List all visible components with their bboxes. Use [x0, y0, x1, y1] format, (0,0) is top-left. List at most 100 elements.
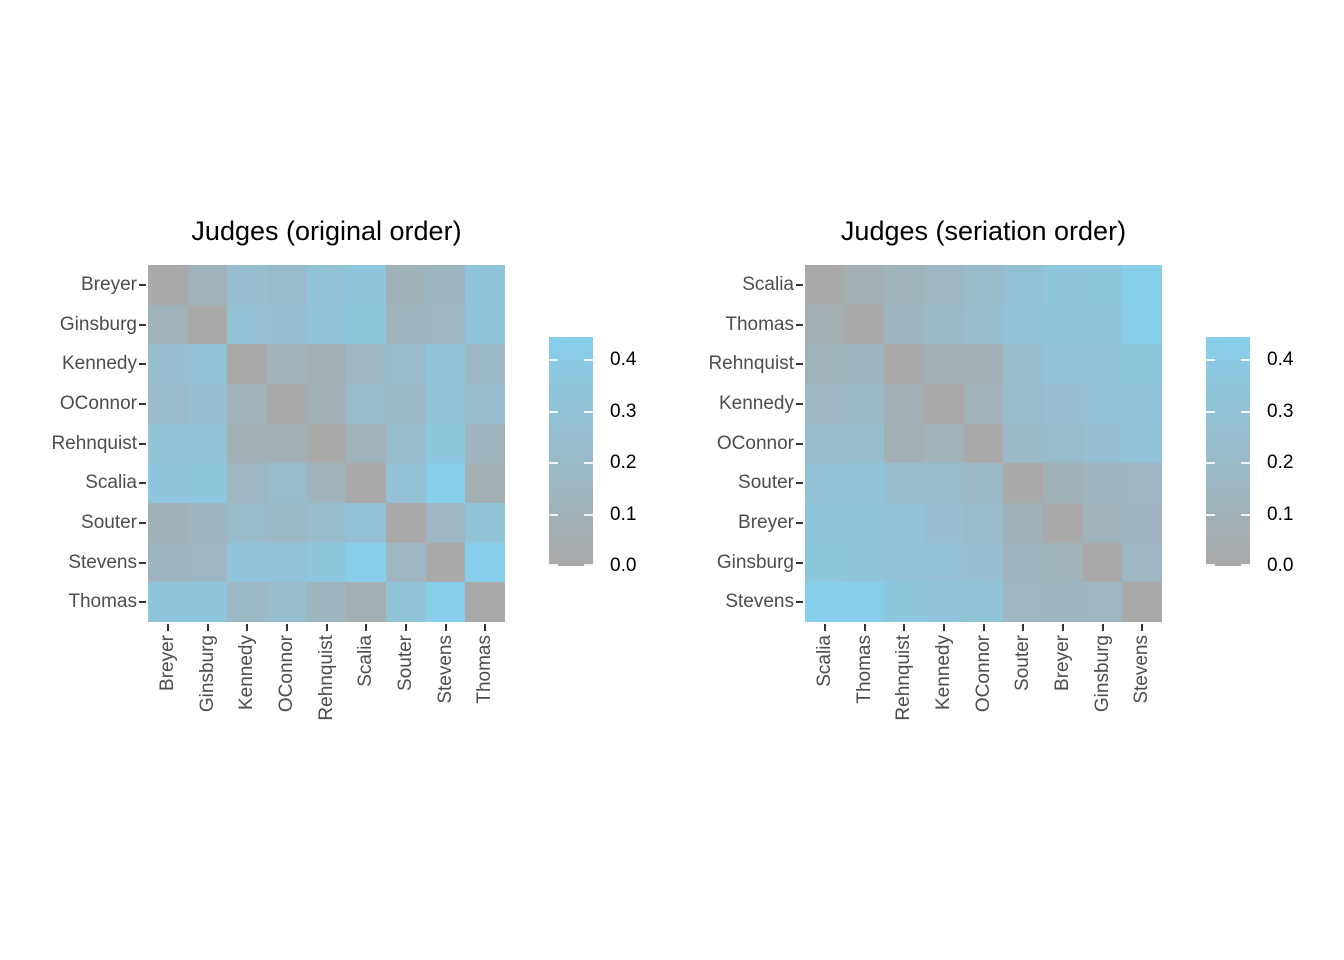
heatmap-cell	[844, 344, 885, 385]
heatmap-cell	[148, 423, 189, 464]
x-axis-tick	[903, 624, 906, 631]
x-axis-tick	[444, 624, 447, 631]
heatmap-cell	[148, 582, 189, 623]
legend-tick-label: 0.3	[1267, 400, 1294, 422]
x-axis-label: Stevens	[1131, 635, 1153, 704]
legend-tick-label: 0.1	[1267, 503, 1294, 525]
legend-tick-mark	[1241, 462, 1250, 465]
y-axis-tick	[139, 521, 146, 524]
heatmap-cell	[227, 503, 268, 544]
legend-gradient-bar	[1206, 337, 1250, 566]
legend-tick-mark	[549, 359, 558, 362]
heatmap-cell	[227, 265, 268, 306]
x-axis-label: Souter	[1012, 635, 1034, 691]
heatmap-cell	[306, 344, 347, 385]
heatmap-cell	[1122, 503, 1163, 544]
heatmap-cell	[963, 582, 1004, 623]
heatmap-cell	[1043, 463, 1084, 504]
heatmap-cell	[924, 304, 965, 345]
x-axis-tick	[942, 624, 945, 631]
heatmap-cell	[386, 344, 427, 385]
x-axis-label: Scalia	[813, 635, 835, 687]
heatmap-cell	[148, 384, 189, 425]
y-axis-tick	[796, 283, 803, 286]
heatmap-cell	[148, 344, 189, 385]
x-axis-label: Souter	[394, 635, 416, 691]
x-axis-label: Breyer	[1051, 635, 1073, 691]
heatmap-cell	[963, 384, 1004, 425]
y-axis-tick	[796, 402, 803, 405]
y-axis-tick	[796, 601, 803, 604]
legend-tick-mark	[1206, 513, 1215, 516]
y-axis-label: Stevens	[68, 551, 137, 573]
heatmap-cell	[227, 384, 268, 425]
heatmap-cell	[1043, 503, 1084, 544]
heatmap-cell	[227, 423, 268, 464]
x-axis-tick	[1061, 624, 1064, 631]
heatmap-cell	[187, 463, 228, 504]
heatmap-cell	[1082, 503, 1123, 544]
heatmap-cell	[805, 304, 846, 345]
heatmap-cell	[267, 423, 308, 464]
panel-title: Judges (original order)	[191, 216, 462, 246]
heatmap-cell	[346, 344, 387, 385]
x-axis-tick	[863, 624, 866, 631]
heatmap-cell	[267, 503, 308, 544]
heatmap-cell	[465, 582, 506, 623]
heatmap-cell	[924, 384, 965, 425]
heatmap-cell	[924, 265, 965, 306]
x-axis-tick	[206, 624, 209, 631]
x-axis-label: Ginsburg	[1091, 635, 1113, 713]
heatmap-cell	[805, 265, 846, 306]
heatmap-cell	[465, 344, 506, 385]
heatmap-cell	[425, 423, 466, 464]
heatmap-cell	[306, 503, 347, 544]
heatmap-cell	[425, 384, 466, 425]
y-axis-tick	[796, 521, 803, 524]
heatmap-cell	[844, 304, 885, 345]
heatmap-cell	[844, 265, 885, 306]
heatmap-cell	[227, 344, 268, 385]
legend-tick-mark	[584, 359, 593, 362]
x-axis-label: Rehnquist	[315, 635, 337, 721]
heatmap-cell	[267, 344, 308, 385]
x-axis-tick	[823, 624, 826, 631]
y-axis-tick	[139, 323, 146, 326]
heatmap-cell	[924, 582, 965, 623]
heatmap-cell	[1122, 344, 1163, 385]
heatmap-cell	[306, 463, 347, 504]
heatmap-cell	[1003, 384, 1044, 425]
heatmap-cell	[1122, 582, 1163, 623]
x-axis-label: Scalia	[355, 635, 377, 687]
legend-tick-mark	[549, 564, 558, 566]
heatmap-cell	[963, 423, 1004, 464]
heatmap-cell	[187, 503, 228, 544]
legend-tick-label: 0.0	[1267, 555, 1294, 576]
y-axis-tick	[796, 482, 803, 485]
legend-tick-label: 0.2	[610, 452, 637, 474]
heatmap-cell	[805, 503, 846, 544]
heatmap-cell	[1003, 582, 1044, 623]
heatmap-cell	[187, 265, 228, 306]
heatmap-cell	[924, 463, 965, 504]
heatmap-cell	[465, 384, 506, 425]
y-axis-label: OConnor	[716, 432, 794, 454]
legend-tick-mark	[1206, 564, 1215, 566]
x-axis-label: Kennedy	[932, 635, 954, 711]
heatmap-cell	[425, 304, 466, 345]
heatmap-cell	[1122, 265, 1163, 306]
heatmap-cell	[267, 463, 308, 504]
heatmap-cell	[844, 384, 885, 425]
heatmap-cell	[1043, 304, 1084, 345]
x-axis-tick	[166, 624, 169, 631]
heatmap-cell	[306, 582, 347, 623]
heatmap-cell	[1043, 384, 1084, 425]
heatmap-cell	[386, 582, 427, 623]
heatmap-cell	[1003, 344, 1044, 385]
heatmap-cell	[963, 344, 1004, 385]
heatmap-cell	[425, 265, 466, 306]
heatmap-cell	[386, 423, 427, 464]
heatmap-cell	[1122, 384, 1163, 425]
y-axis-tick	[139, 482, 146, 485]
heatmap-cell	[884, 463, 925, 504]
